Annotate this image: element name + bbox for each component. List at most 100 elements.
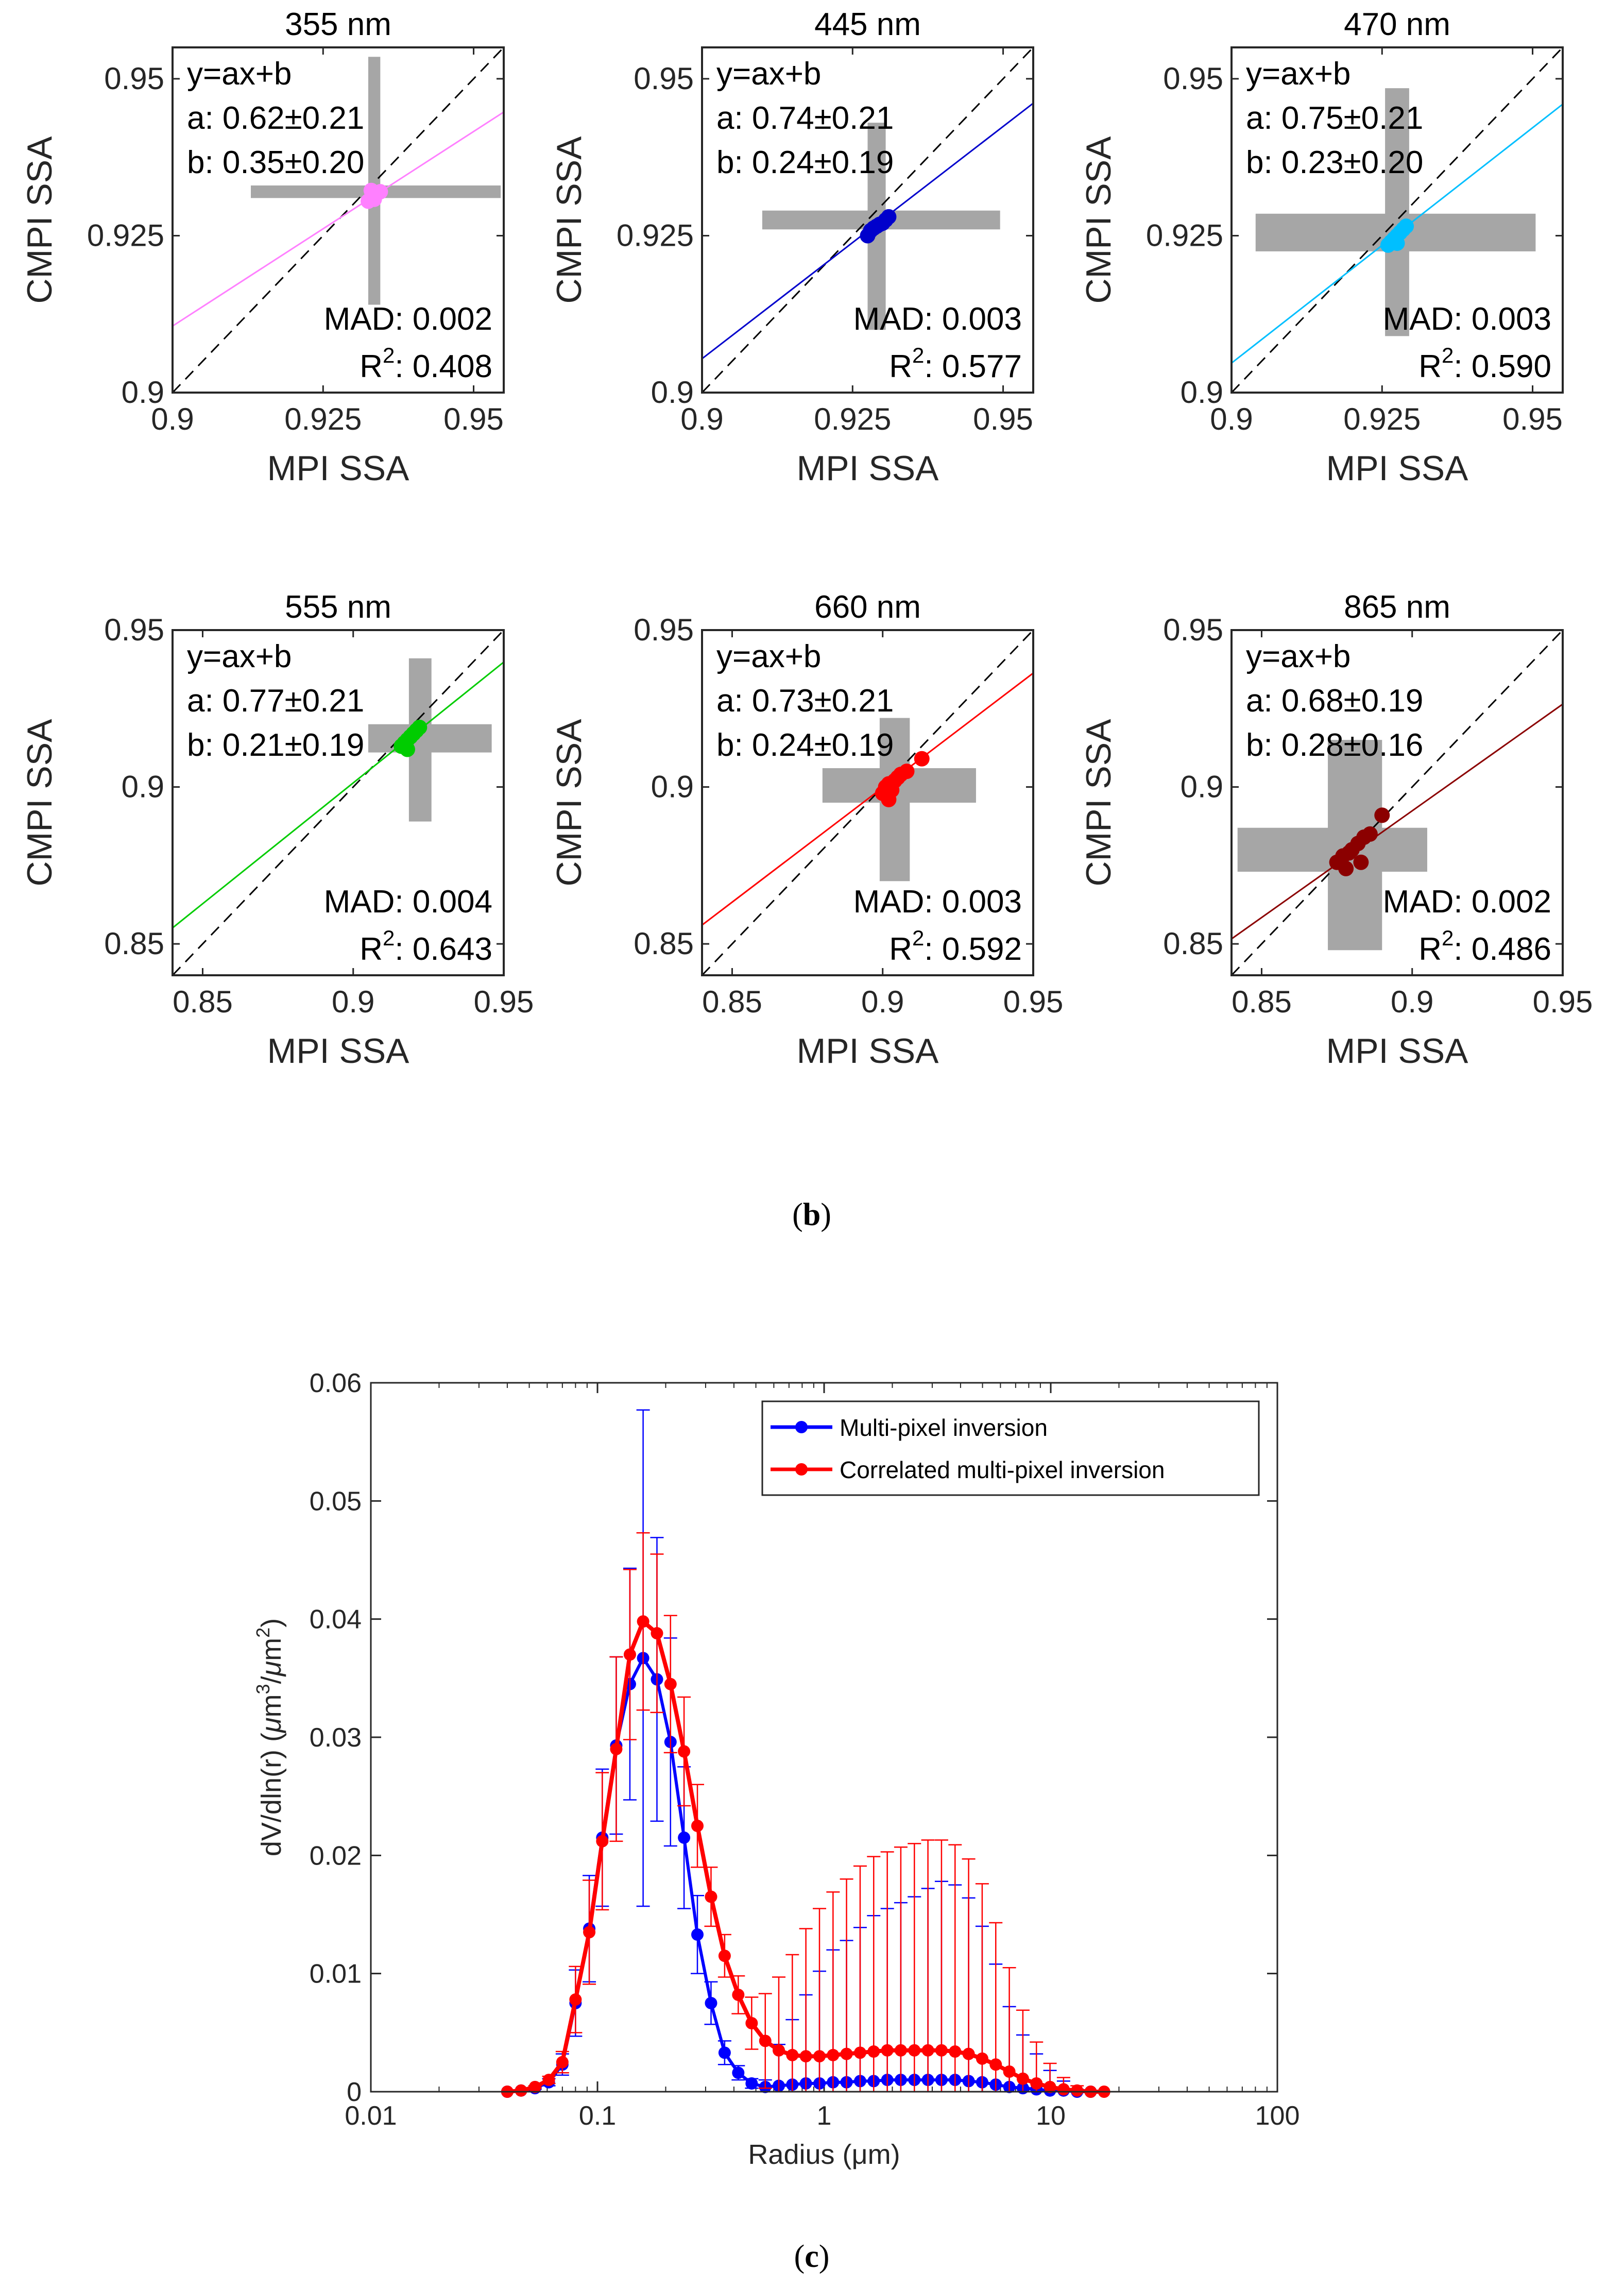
series-point: [610, 1742, 623, 1755]
fit-equation: y=ax+b: [716, 639, 821, 674]
ssa-panel-3: 0.9 0.925 0.95 0.9 0.925 0.95 470 nm MPI SSA CMP…: [1079, 7, 1564, 488]
y-label-part: /: [256, 1676, 287, 1684]
x-axis-label: MPI SSA: [267, 1031, 409, 1071]
data-point: [366, 191, 382, 207]
panel-plot-area: [702, 630, 1033, 975]
legend: Multi-pixel inversion Correlated multi-pi…: [761, 1400, 1260, 1496]
y-axis-label: CMPI SSA: [550, 136, 589, 304]
y-tick-label: 0.04: [310, 1605, 362, 1635]
panel-title: 660 nm: [814, 589, 921, 625]
ssa-panels: 0.9 0.925 0.95 0.9 0.925 0.95 355 nm MPI SSA CMP…: [20, 7, 1593, 1071]
data-point: [1398, 218, 1414, 234]
r2-superscript: 2: [383, 926, 395, 950]
fit-slope: a: 0.73±0.21: [716, 683, 894, 719]
y-tick-label: 0.95: [634, 61, 694, 96]
fit-slope: a: 0.77±0.21: [187, 683, 364, 719]
r-squared: R2: 0.643: [360, 926, 492, 967]
r2-letter: R: [889, 931, 912, 967]
series-point: [705, 1890, 717, 1903]
series-point: [921, 2044, 934, 2057]
x-tick-label: 0.95: [474, 985, 534, 1019]
y-tick-label: 0.85: [1163, 926, 1223, 961]
y-axis-label: CMPI SSA: [550, 719, 589, 887]
y-label-part: dV/dln(r) (: [256, 1733, 287, 1856]
x-tick-label: 0.85: [173, 985, 233, 1019]
one-to-one-line: [173, 47, 504, 393]
legend-marker: [795, 1463, 808, 1476]
series-point: [596, 1835, 609, 1848]
data-point: [881, 209, 897, 225]
data-point: [1353, 854, 1369, 870]
legend-marker: [795, 1421, 808, 1433]
r2-value: : 0.643: [395, 931, 492, 967]
fit-equation: y=ax+b: [1246, 56, 1351, 92]
caption-c: (c): [794, 2239, 830, 2274]
axes-frame: [1230, 629, 1564, 976]
one-to-one-line: [1232, 630, 1563, 975]
x-axis-label: MPI SSA: [267, 449, 409, 488]
x-tick-label: 0.1: [579, 2101, 616, 2131]
y-tick-label: 0.85: [634, 926, 694, 961]
r2-superscript: 2: [912, 343, 924, 367]
y-error-bars: [368, 57, 381, 305]
panel-title: 555 nm: [285, 589, 391, 625]
data-point: [412, 719, 428, 735]
y-tick-label: 0.95: [1163, 61, 1223, 96]
series-point: [1003, 2065, 1016, 2078]
x-tick-label: 0.95: [1003, 985, 1064, 1019]
y-tick-label: 0.95: [1163, 613, 1223, 647]
x-tick-label: 0.9: [1210, 402, 1253, 436]
y-tick-label: 0.85: [104, 926, 164, 961]
series-point: [908, 2044, 921, 2057]
panel-plot-area: [173, 630, 504, 975]
ssa-panel-2: 0.9 0.925 0.95 0.9 0.925 0.95 445 nm MPI SSA CMP…: [550, 7, 1034, 488]
axes-frame: [172, 629, 505, 976]
series-point: [989, 2058, 1002, 2071]
ssa-panel-1: 0.9 0.925 0.95 0.9 0.925 0.95 355 nm MPI SSA CMP…: [20, 7, 505, 488]
data-point: [914, 751, 930, 767]
y-tick-label: 0.01: [310, 1959, 362, 1989]
y-tick-label: 0.03: [310, 1723, 362, 1753]
axes-frame: [1230, 46, 1564, 394]
series-point: [678, 1745, 691, 1758]
panel-plot-area: [702, 47, 1033, 393]
x-tick-label: 0.01: [345, 2101, 397, 2131]
y-tick-label: 0.9: [651, 770, 694, 804]
r2-superscript: 2: [1442, 343, 1454, 367]
x-tick-label: 0.9: [332, 985, 374, 1019]
data-point: [881, 791, 897, 807]
r2-superscript: 2: [383, 343, 395, 367]
x-tick-label: 0.925: [814, 402, 891, 436]
series-point: [1016, 2072, 1029, 2085]
one-to-one-line: [1232, 47, 1563, 393]
series-point: [799, 2050, 812, 2063]
y-tick-label: 0.05: [310, 1486, 362, 1516]
fit-intercept: b: 0.35±0.20: [187, 145, 364, 180]
data-point: [1338, 860, 1354, 876]
one-to-one-line: [173, 630, 504, 975]
series-point: [528, 2080, 541, 2093]
x-axis-label: MPI SSA: [1326, 1031, 1468, 1071]
fit-equation: y=ax+b: [187, 639, 292, 674]
x-tick-label: 0.95: [973, 402, 1033, 436]
x-axis-label: MPI SSA: [797, 1031, 939, 1071]
panel-title: 445 nm: [814, 7, 921, 42]
fit-line: [702, 672, 1033, 926]
caption-b: (b): [792, 1197, 831, 1232]
r2-letter: R: [360, 349, 383, 384]
panel-plot-area: [1232, 47, 1563, 393]
r2-value: : 0.577: [924, 349, 1022, 384]
r2-superscript: 2: [1442, 926, 1454, 950]
series-correlated-multi-pixel: [501, 1532, 1110, 2098]
r-squared: R2: 0.590: [1418, 343, 1551, 384]
r2-letter: R: [1418, 931, 1442, 967]
y-axis-label: CMPI SSA: [1079, 136, 1118, 304]
ssa-panel-4: 0.85 0.9 0.95 0.85 0.9 0.95 555 nm MPI SSA CMPI …: [20, 589, 534, 1071]
series-point: [867, 2045, 880, 2058]
x-tick-label: 0.85: [702, 985, 762, 1019]
y-tick-label: 0.925: [1146, 218, 1223, 252]
series-point: [759, 2035, 772, 2047]
panel-plot-area: [173, 47, 504, 393]
panel-plot-area: [1232, 630, 1563, 975]
